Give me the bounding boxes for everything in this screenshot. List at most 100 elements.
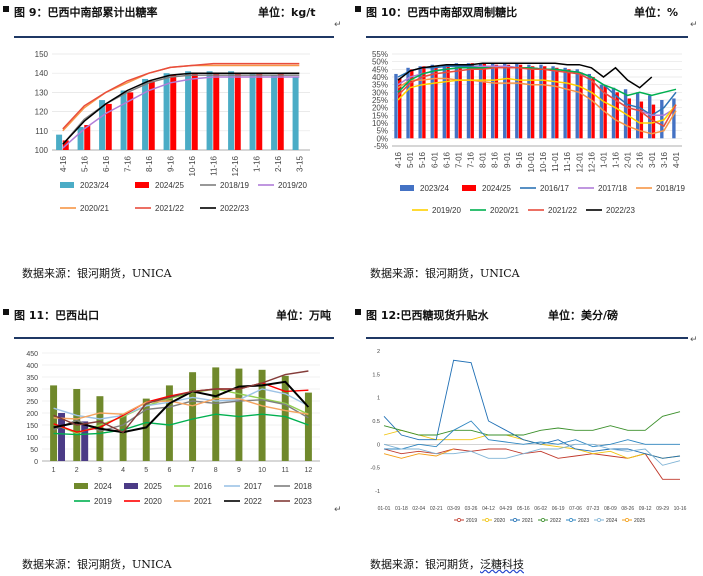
x-tick-label: 1 bbox=[52, 467, 56, 474]
panel-unit: 单位：kg/t bbox=[258, 6, 316, 19]
chart-sugar-yield: 100 110 120 130 140 150 4-16 5-16 6-16 7-16 8-16 9-… bbox=[35, 50, 310, 213]
y-tick-label: 0% bbox=[376, 134, 388, 143]
panel-sugar-yield: 图 9：巴西中南部累计出糖率 单位：kg/t ↵ 100 110 120 130 140… bbox=[0, 0, 350, 290]
legend-label: 2024/25 bbox=[155, 181, 184, 190]
y-tick-label: -0.5 bbox=[371, 466, 380, 472]
panel-unit: 单位：% bbox=[634, 6, 679, 19]
legend-marker bbox=[597, 518, 601, 522]
legend-label: 2019 bbox=[94, 497, 112, 506]
bar bbox=[639, 101, 644, 139]
data-source-prefix: 数据来源：银河期货， bbox=[370, 558, 480, 571]
bar bbox=[165, 385, 173, 461]
header-rule bbox=[366, 337, 688, 339]
x-tick-label: 09-12 bbox=[639, 506, 652, 512]
x-tick-label: 6-01 bbox=[430, 151, 439, 168]
x-tick-label: 3-16 bbox=[660, 151, 669, 168]
x-tick-label: 9-16 bbox=[515, 151, 524, 168]
bar bbox=[454, 63, 459, 139]
x-tick-label: 11-16 bbox=[563, 151, 572, 171]
panel-header: 图 11：巴西出口 单位：万吨 bbox=[0, 303, 350, 325]
header-rule bbox=[14, 36, 334, 38]
bar bbox=[555, 67, 559, 139]
legend-label: 2024/25 bbox=[482, 184, 511, 193]
y-tick-label: 200 bbox=[26, 411, 38, 418]
x-tick-label: 12-16 bbox=[587, 151, 596, 172]
bar bbox=[466, 63, 471, 139]
x-tick-label: 5-16 bbox=[80, 155, 89, 172]
x-tick-label: 1-16 bbox=[252, 155, 261, 172]
x-tick-label: 3-15 bbox=[295, 155, 304, 172]
bar bbox=[599, 84, 604, 139]
legend-label: 2017/18 bbox=[598, 184, 627, 193]
legend-marker bbox=[541, 518, 545, 522]
panel-title: 图 9：巴西中南部累计出糖率 bbox=[14, 6, 158, 19]
x-tick-label: 03-26 bbox=[465, 506, 478, 512]
y-tick-label: 0.5 bbox=[372, 419, 380, 425]
x-tick-label: 3 bbox=[98, 467, 102, 474]
x-tick-label: 6-16 bbox=[442, 151, 451, 168]
y-tick-label: 30% bbox=[372, 88, 388, 97]
legend-label: 2016/17 bbox=[540, 184, 569, 193]
y-tick-label: -1 bbox=[375, 489, 380, 495]
bar bbox=[120, 90, 127, 150]
x-tick-label: 4-16 bbox=[59, 155, 68, 172]
legend-marker bbox=[625, 518, 629, 522]
x-tick-label: 10-01 bbox=[527, 151, 536, 172]
legend-label: 2018 bbox=[294, 482, 312, 491]
series-line bbox=[53, 388, 309, 435]
panel-title: 图 12:巴西糖现货升贴水 bbox=[366, 309, 489, 322]
data-source: 数据来源：银河期货，UNICA bbox=[22, 267, 172, 280]
y-tick-label: 15% bbox=[372, 111, 388, 120]
legend-label: 2018/19 bbox=[220, 181, 249, 190]
bar bbox=[58, 413, 66, 461]
bar bbox=[442, 64, 447, 139]
bar bbox=[503, 63, 507, 139]
bar bbox=[530, 66, 535, 139]
x-tick-label: 09-29 bbox=[656, 506, 669, 512]
y-tick-label: -5% bbox=[374, 142, 388, 151]
y-tick-label: 20% bbox=[372, 104, 388, 113]
panel-spot-premium: 图 12:巴西糖现货升贴水 单位：美分/磅 ↵ 2 1.5 1 0.5 0 -0.5 -1 0… bbox=[352, 303, 703, 576]
x-tick-label: 01-01 bbox=[378, 506, 391, 512]
x-tick-label: 08-26 bbox=[621, 506, 634, 512]
legend-label: 2024 bbox=[94, 482, 112, 491]
bar bbox=[648, 95, 652, 139]
series-line bbox=[53, 413, 309, 436]
x-tick-label: 9-16 bbox=[166, 155, 175, 172]
bar bbox=[142, 78, 149, 150]
series-line bbox=[383, 359, 681, 459]
bar bbox=[185, 71, 192, 150]
legend-swatch bbox=[74, 483, 88, 489]
y-tick-label: 150 bbox=[35, 50, 49, 59]
series-line bbox=[383, 448, 454, 459]
data-source: 数据来源：银河期货，UNICA bbox=[370, 267, 520, 280]
x-tick-label: 1-16 bbox=[612, 151, 621, 168]
return-mark: ↵ bbox=[334, 20, 342, 30]
series-line bbox=[62, 72, 300, 145]
legend-label: 2019/20 bbox=[432, 206, 461, 215]
legend-label: 2022/23 bbox=[220, 204, 249, 213]
bar bbox=[77, 126, 84, 150]
legend-label: 2018/19 bbox=[656, 184, 685, 193]
series-line bbox=[383, 443, 681, 466]
panel-header: 图 12:巴西糖现货升贴水 单位：美分/磅 bbox=[352, 303, 703, 325]
y-tick-label: 10% bbox=[372, 119, 388, 128]
bullet-icon bbox=[3, 6, 9, 12]
series-line bbox=[383, 411, 681, 436]
header-rule bbox=[14, 337, 334, 339]
bar bbox=[206, 71, 213, 150]
bar bbox=[539, 64, 543, 139]
x-tick-label: 3-01 bbox=[648, 151, 657, 168]
bar bbox=[635, 92, 640, 139]
legend-label: 2021 bbox=[194, 497, 212, 506]
bar bbox=[191, 73, 198, 150]
bar bbox=[84, 125, 91, 150]
y-tick-label: 1.5 bbox=[372, 372, 380, 378]
series-line bbox=[53, 397, 309, 420]
bar bbox=[258, 369, 266, 461]
x-tick-label: 6-16 bbox=[102, 155, 111, 172]
x-tick-label: 11-01 bbox=[551, 151, 560, 171]
bar bbox=[418, 66, 422, 139]
bar bbox=[394, 73, 398, 139]
bar bbox=[234, 73, 241, 150]
